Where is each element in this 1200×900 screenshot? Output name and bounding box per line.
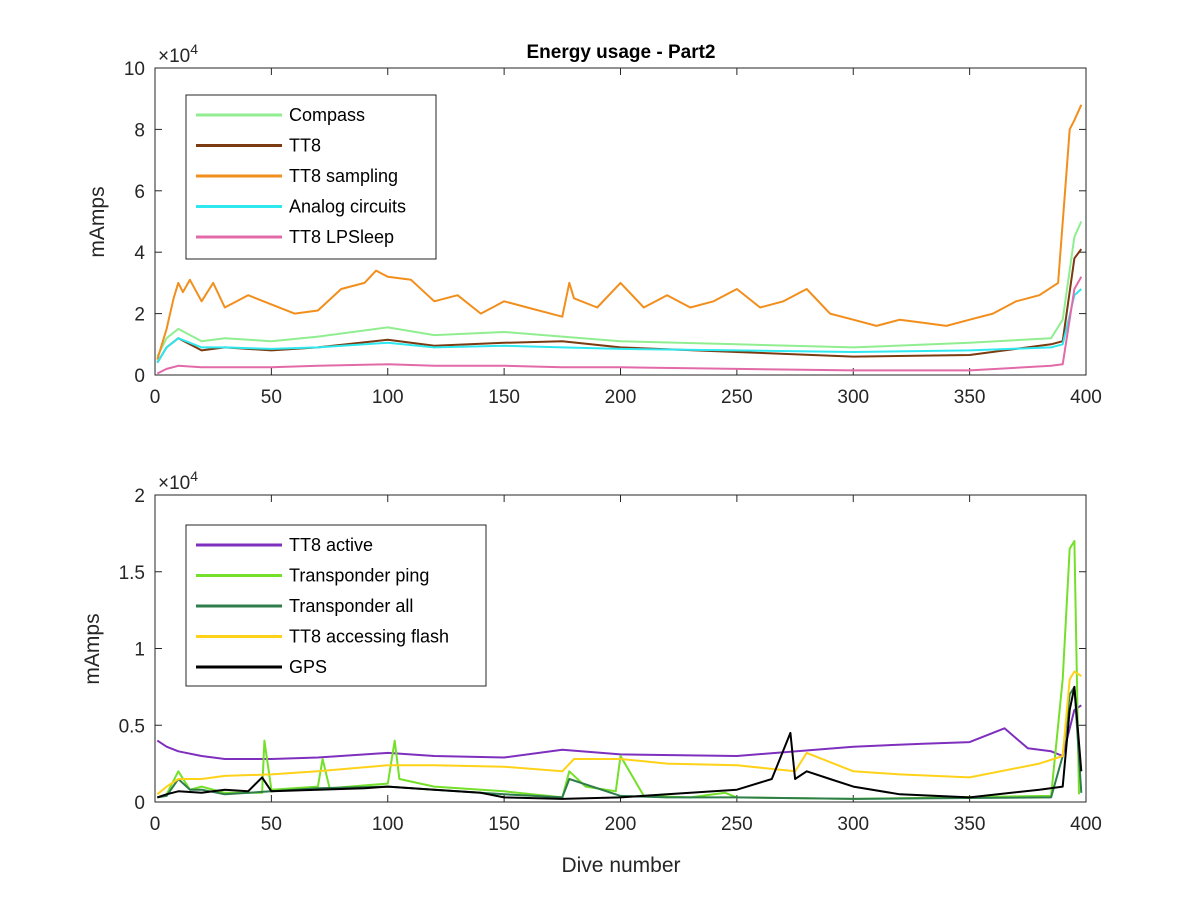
y-axis-label: mAmps — [81, 613, 104, 684]
axis-ticks: 0 50 100 150 200 250 300 350 400 0 0.5 1 1.5 2 — [119, 486, 1102, 835]
legend-label: TT8 accessing flash — [289, 627, 449, 647]
y-exponent-base: ×10 — [158, 473, 190, 494]
legend-label: TT8 sampling — [289, 166, 398, 186]
x-tick-label: 150 — [488, 814, 520, 835]
legend-label: Compass — [289, 105, 365, 125]
y-tick-label: 0 — [134, 793, 145, 814]
series-line-tt8 — [156, 248, 1083, 364]
y-exponent-label: ×104 — [158, 468, 198, 494]
chart-title: Energy usage - Part2 — [526, 42, 715, 63]
top-chart: Energy usage - Part2 ×104 mAmps 0 50 100 15… — [86, 41, 1102, 408]
y-exponent-power: 4 — [190, 468, 198, 484]
x-tick-label: 250 — [721, 814, 753, 835]
x-tick-label: 100 — [372, 387, 404, 408]
series-line-tt8-lpsleep — [156, 276, 1083, 375]
legend-label: GPS — [289, 657, 327, 677]
x-tick-label: 350 — [954, 814, 986, 835]
x-tick-label: 100 — [372, 814, 404, 835]
y-tick-label: 0 — [134, 366, 145, 387]
series-line-tt8-active — [156, 704, 1082, 760]
y-axis-label: mAmps — [86, 186, 109, 257]
series-lines — [156, 540, 1083, 800]
legend-label: TT8 LPSleep — [289, 227, 394, 247]
y-tick-label: 6 — [134, 182, 145, 203]
x-tick-label: 400 — [1070, 387, 1102, 408]
series-line-tt8-sampling — [156, 104, 1083, 360]
x-tick-label: 250 — [721, 387, 753, 408]
y-exponent-power: 4 — [190, 41, 198, 57]
x-axis-label: Dive number — [561, 854, 680, 877]
legend: TT8 active Transponder ping Transponder al… — [185, 524, 487, 687]
y-exponent-label: ×104 — [158, 41, 198, 67]
series-lines — [156, 104, 1083, 375]
legend-label: TT8 active — [289, 535, 373, 555]
legend: Compass TT8 TT8 sampling Analog circuits TT8… — [185, 94, 437, 260]
series-line-gps — [156, 685, 1083, 800]
x-tick-label: 300 — [837, 814, 869, 835]
y-tick-label: 1 — [134, 640, 145, 661]
series-line-analog-circuits — [156, 288, 1082, 364]
x-tick-label: 400 — [1070, 814, 1102, 835]
x-tick-label: 50 — [261, 814, 282, 835]
legend-label: Transponder all — [289, 596, 413, 616]
y-tick-label: 2 — [134, 305, 145, 326]
bottom-chart: ×104 mAmps Dive number 0 50 100 150 200 250 30… — [81, 468, 1102, 877]
x-tick-label: 0 — [150, 814, 161, 835]
series-line-transponder-all — [157, 685, 1083, 800]
x-tick-label: 50 — [261, 387, 282, 408]
legend-label: Transponder ping — [289, 566, 429, 586]
x-tick-label: 300 — [837, 387, 869, 408]
x-tick-label: 200 — [605, 387, 637, 408]
x-tick-label: 350 — [954, 387, 986, 408]
x-tick-label: 150 — [488, 387, 520, 408]
y-tick-label: 10 — [124, 59, 145, 80]
y-exponent-base: ×10 — [158, 46, 190, 67]
y-tick-label: 0.5 — [119, 716, 145, 737]
y-tick-label: 2 — [134, 486, 145, 507]
y-tick-label: 4 — [134, 243, 145, 264]
x-tick-label: 200 — [605, 814, 637, 835]
axis-ticks: 0 50 100 150 200 250 300 350 400 0 2 4 6 8 10 — [124, 59, 1102, 408]
y-tick-label: 8 — [134, 120, 145, 141]
series-line-compass — [156, 221, 1083, 358]
legend-label: Analog circuits — [289, 197, 406, 217]
x-tick-label: 0 — [150, 387, 161, 408]
legend-label: TT8 — [289, 136, 321, 156]
series-line-tt8-accessing-flash — [156, 670, 1082, 796]
y-tick-label: 1.5 — [119, 563, 145, 584]
